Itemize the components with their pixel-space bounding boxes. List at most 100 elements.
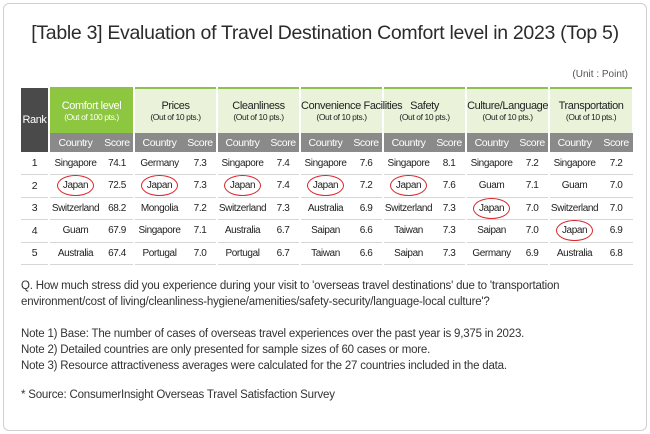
score-cell: 74.1 bbox=[101, 152, 135, 175]
category-name: Cleanliness bbox=[232, 99, 285, 112]
country-name: Mongolia bbox=[140, 202, 179, 214]
country-name: Singapore bbox=[54, 157, 97, 169]
country-cell: Portugal bbox=[216, 242, 268, 265]
country-cell: Taiwan bbox=[299, 242, 351, 265]
country-name: Australia bbox=[57, 247, 94, 259]
score-column-header: Score bbox=[101, 133, 135, 152]
score-cell: 67.4 bbox=[101, 242, 135, 265]
score-cell: 7.6 bbox=[350, 152, 384, 175]
score-cell: 7.0 bbox=[599, 174, 634, 198]
country-cell: Saipan bbox=[299, 219, 351, 243]
score-cell: 6.9 bbox=[350, 197, 384, 220]
country-cell: Guam bbox=[48, 219, 101, 243]
country-column-header: Country bbox=[548, 133, 600, 152]
unit-label: (Unit : Point) bbox=[572, 69, 628, 80]
country-name: Australia bbox=[307, 202, 344, 214]
country-name: Portugal bbox=[142, 247, 177, 259]
country-cell: Switzerland bbox=[216, 197, 268, 220]
category-scale: (Out of 10 pts.) bbox=[482, 111, 533, 122]
table-row: 1 Singapore 74.1 Germany 7.3 Singapore 7.4 Sing… bbox=[21, 152, 634, 175]
country-cell: Japan bbox=[465, 197, 517, 220]
score-column-header: Score bbox=[267, 133, 301, 152]
note-3: Note 3) Resource attractiveness averages… bbox=[21, 360, 507, 372]
country-name: Saipan bbox=[477, 225, 506, 237]
category-scale: (Out of 100 pts.) bbox=[64, 111, 119, 122]
country-cell: Japan bbox=[133, 174, 185, 198]
category-scale: (Out of 10 pts.) bbox=[565, 111, 617, 122]
table-row: 5 Australia 67.4 Portugal 7.0 Portugal 6.7 Taiw… bbox=[21, 242, 634, 265]
score-cell: 7.3 bbox=[433, 242, 467, 265]
country-name: Switzerland bbox=[51, 202, 100, 214]
country-name: Singapore bbox=[553, 157, 596, 169]
country-name: Singapore bbox=[304, 157, 347, 169]
country-name: Singapore bbox=[221, 157, 264, 169]
category-name: Transportation bbox=[558, 99, 624, 112]
country-cell: Switzerland bbox=[382, 197, 434, 220]
table-body: 1 Singapore 74.1 Germany 7.3 Singapore 7.4 Sing… bbox=[21, 152, 634, 265]
category-header: Prices (Out of 10 pts.) bbox=[133, 87, 219, 133]
category-name: Prices bbox=[161, 99, 190, 112]
country-cell: Singapore bbox=[299, 152, 351, 175]
country-name: Guam bbox=[478, 180, 505, 192]
ranking-table: Rank Comfort level (Out of 100 pts.) Price… bbox=[21, 87, 635, 265]
rank-cell: 1 bbox=[21, 152, 49, 175]
category-name: Safety bbox=[410, 99, 439, 112]
score-cell: 67.9 bbox=[101, 219, 135, 243]
country-cell: Singapore bbox=[216, 152, 268, 175]
score-cell: 7.2 bbox=[184, 197, 218, 220]
country-cell: Singapore bbox=[465, 152, 517, 175]
table-row: 2 Japan 72.5 Japan 7.3 Japan 7.4 Japan 7.2 Japan 7… bbox=[21, 174, 634, 198]
score-cell: 7.0 bbox=[184, 242, 218, 265]
rank-cell: 4 bbox=[21, 219, 49, 243]
country-cell: Portugal bbox=[133, 242, 185, 265]
category-header: Culture/Language (Out of 10 pts.) bbox=[465, 87, 551, 133]
category-scale: (Out of 10 pts.) bbox=[150, 111, 201, 122]
table-row: 4 Guam 67.9 Singapore 7.1 Australia 6.7 Saipan 6… bbox=[21, 219, 634, 243]
country-name: Taiwan bbox=[394, 225, 423, 237]
table-header: Rank Comfort level (Out of 100 pts.) Price… bbox=[21, 87, 635, 152]
country-name: Saipan bbox=[311, 225, 340, 237]
score-cell: 7.0 bbox=[516, 219, 550, 243]
country-name: Australia bbox=[556, 247, 593, 259]
country-column-header: Country bbox=[382, 133, 434, 152]
category-name: Comfort level bbox=[61, 99, 122, 112]
country-cell: Saipan bbox=[465, 219, 517, 243]
score-cell: 7.4 bbox=[267, 174, 301, 198]
rank-cell: 5 bbox=[21, 242, 49, 265]
rank-cell: 2 bbox=[21, 174, 49, 198]
country-cell: Singapore bbox=[133, 219, 185, 243]
rank-header: Rank bbox=[21, 88, 50, 152]
highlighted-country: Japan bbox=[306, 175, 345, 197]
notes-section: Q. How much stress did you experience du… bbox=[21, 278, 631, 403]
category-scale: (Out of 10 pts.) bbox=[233, 111, 284, 122]
score-cell: 7.1 bbox=[516, 174, 550, 198]
country-column-header: Country bbox=[299, 133, 351, 152]
category-header: Transportation (Out of 10 pts.) bbox=[548, 87, 635, 133]
country-cell: Mongolia bbox=[133, 197, 185, 220]
score-column-header: Score bbox=[350, 133, 384, 152]
score-cell: 7.3 bbox=[184, 174, 218, 198]
country-name: Taiwan bbox=[311, 247, 340, 259]
country-column-header: Country bbox=[48, 133, 101, 152]
score-cell: 72.5 bbox=[101, 174, 135, 198]
highlighted-country: Japan bbox=[140, 175, 179, 197]
country-cell: Switzerland bbox=[48, 197, 101, 220]
source-note: * Source: ConsumerInsight Overseas Trave… bbox=[21, 389, 335, 401]
country-name: Australia bbox=[224, 225, 261, 237]
highlighted-country: Japan bbox=[472, 197, 511, 219]
country-name: Guam bbox=[561, 180, 588, 192]
score-cell: 7.0 bbox=[516, 197, 550, 220]
score-cell: 68.2 bbox=[101, 197, 135, 220]
rank-cell: 3 bbox=[21, 197, 49, 220]
score-cell: 6.9 bbox=[599, 219, 634, 243]
page-title: [Table 3] Evaluation of Travel Destinati… bbox=[31, 22, 619, 44]
score-cell: 7.3 bbox=[267, 197, 301, 220]
country-name: Switzerland bbox=[550, 202, 599, 214]
note-1: Note 1) Base: The number of cases of ove… bbox=[21, 328, 525, 340]
score-cell: 7.2 bbox=[599, 152, 634, 175]
country-cell: Japan bbox=[548, 219, 600, 243]
score-cell: 6.9 bbox=[516, 242, 550, 265]
country-cell: Japan bbox=[216, 174, 268, 198]
score-cell: 6.6 bbox=[350, 242, 384, 265]
category-scale: (Out of 10 pts.) bbox=[399, 111, 450, 122]
